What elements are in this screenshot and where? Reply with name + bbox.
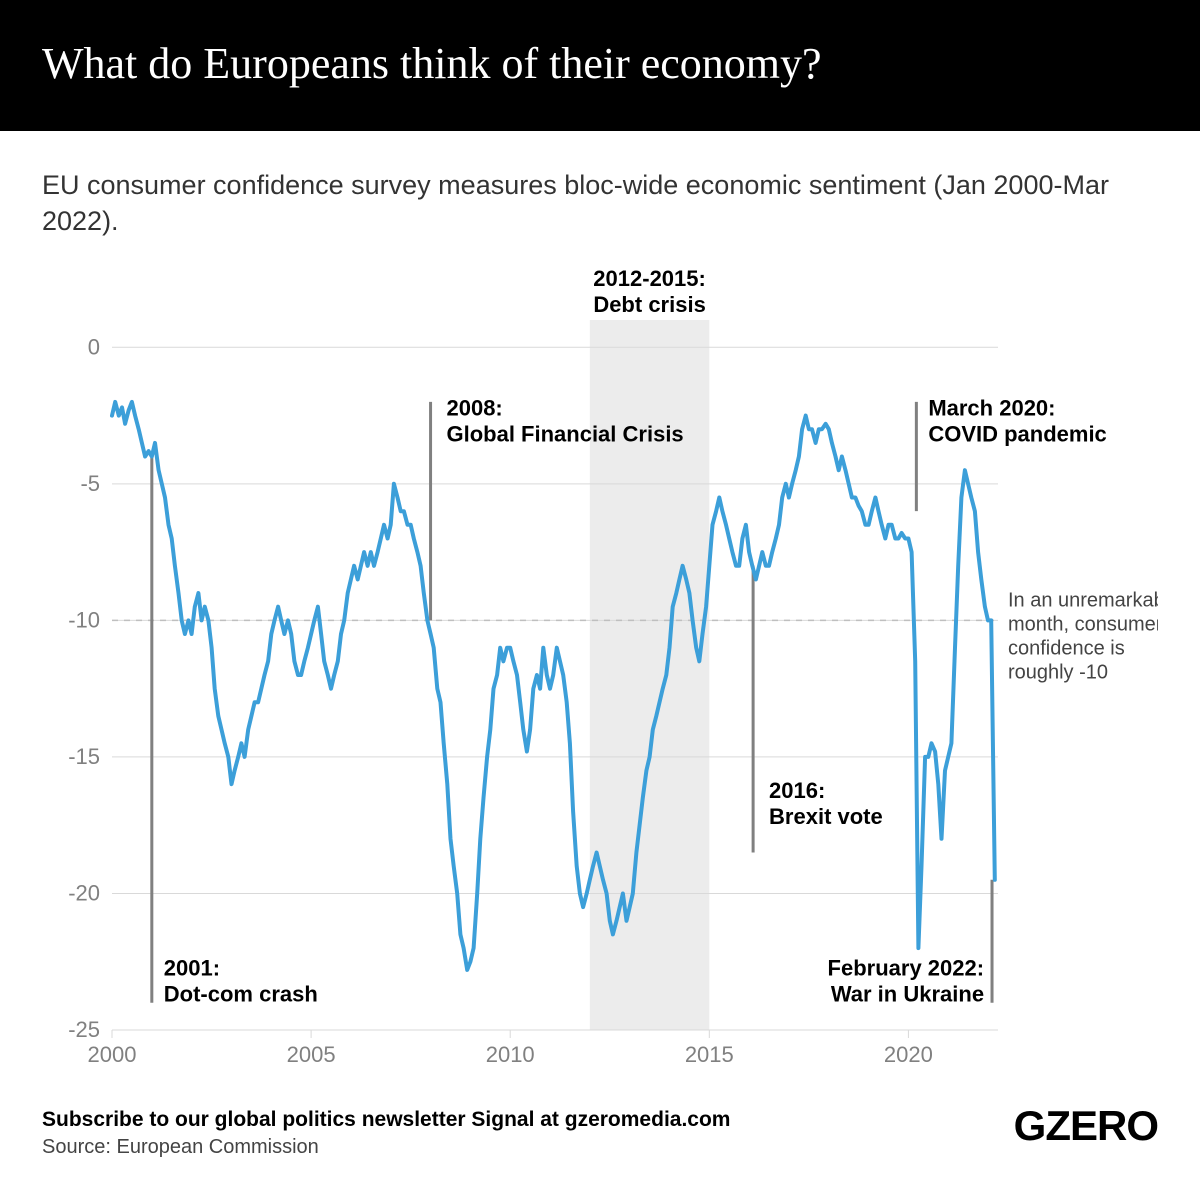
source-text: Source: European Commission <box>42 1136 730 1159</box>
y-tick-label: 0 <box>88 334 100 359</box>
line-chart: 0 -5 -10 -15 -20 -252000 2005 2010 2015 2020 2012-… <box>42 250 1158 1090</box>
footer-left: Subscribe to our global politics newslet… <box>42 1108 730 1159</box>
brand-logo: GZERO <box>1014 1102 1158 1150</box>
event-label: March 2020: <box>928 395 1055 420</box>
subscribe-text: Subscribe to our global politics newslet… <box>42 1108 730 1132</box>
confidence-line <box>112 402 995 970</box>
event-label: 2008: <box>446 395 502 420</box>
event-label: War in Ukraine <box>831 981 984 1006</box>
y-tick-label: -10 <box>68 607 100 632</box>
event-label: COVID pandemic <box>928 421 1106 446</box>
event-label: Dot-com crash <box>164 981 318 1006</box>
event-label: Brexit vote <box>769 804 883 829</box>
x-tick-label: 2010 <box>486 1042 535 1067</box>
footer: Subscribe to our global politics newslet… <box>0 1090 1200 1159</box>
x-tick-label: 2015 <box>685 1042 734 1067</box>
event-label: February 2022: <box>828 955 985 980</box>
x-tick-label: 2005 <box>287 1042 336 1067</box>
header-bar: What do Europeans think of their economy… <box>0 0 1200 131</box>
x-tick-label: 2020 <box>884 1042 933 1067</box>
event-label: 2016: <box>769 778 825 803</box>
y-tick-label: -15 <box>68 744 100 769</box>
right-note: In an unremarkable <box>1008 590 1158 612</box>
page-title: What do Europeans think of their economy… <box>42 39 822 88</box>
band-label: Debt crisis <box>593 292 706 317</box>
event-label: 2001: <box>164 955 220 980</box>
band-label: 2012-2015: <box>593 266 706 291</box>
y-tick-label: -5 <box>80 471 100 496</box>
y-tick-label: -25 <box>68 1017 100 1042</box>
right-note: month, consumer <box>1008 614 1158 636</box>
right-note: roughly -10 <box>1008 662 1108 684</box>
x-tick-label: 2000 <box>88 1042 137 1067</box>
right-note: confidence is <box>1008 638 1125 660</box>
subtitle: EU consumer confidence survey measures b… <box>0 131 1200 250</box>
chart-container: 0 -5 -10 -15 -20 -252000 2005 2010 2015 2020 2012-… <box>0 250 1200 1090</box>
y-tick-label: -20 <box>68 880 100 905</box>
event-label: Global Financial Crisis <box>446 421 683 446</box>
